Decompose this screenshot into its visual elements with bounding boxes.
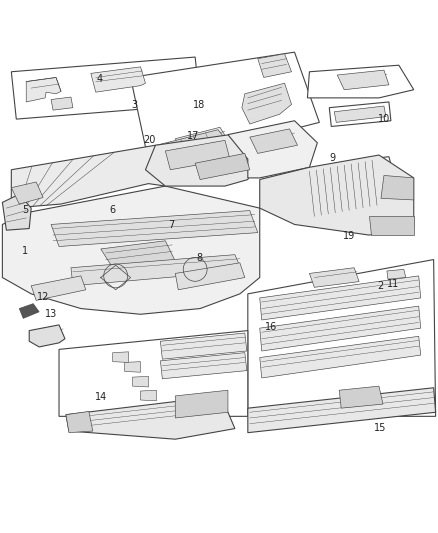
Polygon shape [160, 333, 247, 359]
Polygon shape [141, 390, 156, 401]
Polygon shape [260, 336, 421, 378]
Polygon shape [133, 376, 148, 387]
Polygon shape [31, 276, 86, 301]
Polygon shape [260, 306, 421, 351]
Text: 5: 5 [22, 205, 28, 215]
Text: 4: 4 [96, 75, 102, 84]
Polygon shape [381, 175, 414, 200]
Polygon shape [26, 77, 61, 102]
Polygon shape [258, 54, 292, 77]
Text: 16: 16 [265, 322, 277, 333]
Text: 9: 9 [329, 152, 335, 163]
Text: 19: 19 [343, 231, 356, 241]
Polygon shape [11, 57, 200, 119]
Polygon shape [369, 216, 414, 235]
Polygon shape [175, 263, 245, 290]
Polygon shape [144, 130, 228, 161]
Polygon shape [71, 255, 242, 286]
Polygon shape [124, 361, 141, 372]
Polygon shape [145, 135, 255, 186]
Polygon shape [113, 352, 129, 362]
Text: 6: 6 [110, 205, 116, 215]
Text: 17: 17 [187, 131, 199, 141]
Polygon shape [101, 241, 175, 268]
Polygon shape [260, 276, 421, 320]
Polygon shape [260, 155, 414, 235]
Polygon shape [334, 106, 386, 123]
Polygon shape [307, 65, 414, 98]
Text: 20: 20 [143, 135, 155, 146]
Polygon shape [347, 157, 394, 181]
Polygon shape [337, 70, 389, 90]
Polygon shape [309, 268, 359, 287]
Polygon shape [11, 182, 43, 204]
Polygon shape [250, 129, 297, 154]
Polygon shape [2, 194, 31, 230]
Polygon shape [248, 260, 436, 416]
Text: 8: 8 [196, 253, 202, 263]
Text: 15: 15 [374, 423, 386, 433]
Text: 13: 13 [45, 309, 57, 319]
Polygon shape [19, 304, 39, 318]
Text: 11: 11 [387, 279, 399, 289]
Text: 14: 14 [95, 392, 108, 402]
Polygon shape [339, 386, 383, 408]
Polygon shape [51, 97, 73, 110]
Polygon shape [66, 396, 235, 439]
Polygon shape [91, 67, 145, 92]
Text: 2: 2 [377, 281, 383, 291]
Polygon shape [51, 211, 258, 246]
Polygon shape [66, 411, 93, 433]
Polygon shape [160, 353, 247, 379]
Polygon shape [59, 330, 248, 416]
Polygon shape [387, 269, 406, 279]
Polygon shape [165, 140, 230, 169]
Text: 10: 10 [378, 114, 391, 124]
Polygon shape [175, 390, 228, 418]
Polygon shape [329, 102, 391, 126]
Text: 3: 3 [131, 100, 137, 110]
Polygon shape [175, 127, 228, 152]
Polygon shape [242, 83, 292, 124]
Text: 12: 12 [36, 292, 49, 302]
Polygon shape [248, 388, 436, 433]
Polygon shape [29, 325, 65, 347]
Polygon shape [195, 154, 250, 180]
Polygon shape [228, 121, 318, 178]
Polygon shape [2, 186, 260, 314]
Text: 1: 1 [22, 246, 28, 256]
Text: 18: 18 [193, 100, 205, 110]
Text: 7: 7 [168, 220, 174, 230]
Polygon shape [11, 145, 178, 208]
Polygon shape [131, 52, 319, 159]
